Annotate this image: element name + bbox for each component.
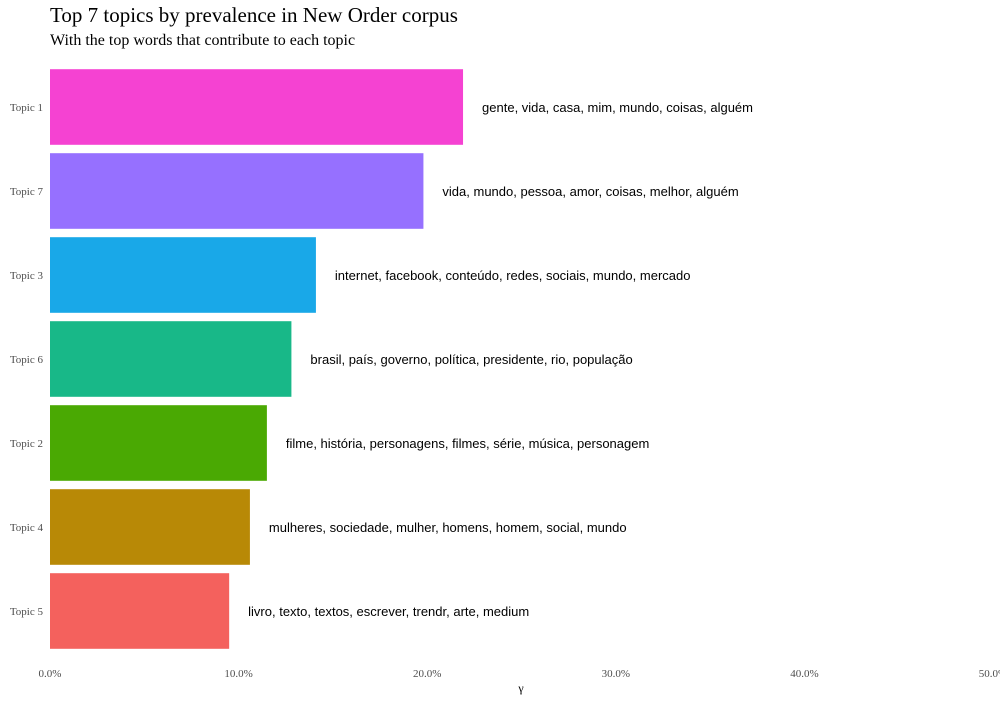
chart-subtitle: With the top words that contribute to ea… bbox=[50, 32, 355, 49]
x-tick-label: 40.0% bbox=[790, 668, 818, 680]
bar-terms-label: mulheres, sociedade, mulher, homens, hom… bbox=[269, 520, 627, 535]
bar-terms-label: brasil, país, governo, política, preside… bbox=[310, 352, 632, 367]
bar-terms-label: vida, mundo, pessoa, amor, coisas, melho… bbox=[442, 184, 738, 199]
x-tick-label: 30.0% bbox=[602, 668, 630, 680]
x-tick-label: 50.0% bbox=[979, 668, 1000, 680]
x-tick-label: 10.0% bbox=[224, 668, 252, 680]
y-tick-label: Topic 3 bbox=[10, 270, 44, 282]
bar-topic-3 bbox=[50, 237, 316, 313]
bar-topic-4 bbox=[50, 489, 250, 565]
x-tick-label: 20.0% bbox=[413, 668, 441, 680]
bar-topic-1 bbox=[50, 69, 464, 145]
y-tick-label: Topic 6 bbox=[10, 354, 44, 366]
bar-terms-label: livro, texto, textos, escrever, trendr, … bbox=[248, 604, 529, 619]
bars-layer: Topic 1 gente, vida, casa, mim, mundo, co… bbox=[10, 69, 753, 649]
y-tick-label: Topic 4 bbox=[10, 522, 44, 534]
bar-terms-label: filme, história, personagens, filmes, sé… bbox=[286, 436, 649, 451]
chart-title: Top 7 topics by prevalence in New Order … bbox=[50, 3, 458, 27]
bar-topic-2 bbox=[50, 405, 267, 481]
bar-terms-label: internet, facebook, conteúdo, redes, soc… bbox=[335, 268, 691, 283]
x-tick-label: 0.0% bbox=[39, 668, 62, 680]
bar-terms-label: gente, vida, casa, mim, mundo, coisas, a… bbox=[482, 100, 753, 115]
y-tick-label: Topic 5 bbox=[10, 606, 44, 618]
y-tick-label: Topic 2 bbox=[10, 438, 43, 450]
bar-topic-6 bbox=[50, 321, 292, 397]
bar-topic-7 bbox=[50, 153, 424, 229]
x-axis: 0.0% 10.0% 20.0% 30.0% 40.0% 50.0% bbox=[39, 668, 1000, 680]
bar-topic-5 bbox=[50, 573, 230, 649]
y-tick-label: Topic 1 bbox=[10, 102, 43, 114]
y-tick-label: Topic 7 bbox=[10, 186, 44, 198]
x-axis-title: γ bbox=[517, 681, 524, 695]
